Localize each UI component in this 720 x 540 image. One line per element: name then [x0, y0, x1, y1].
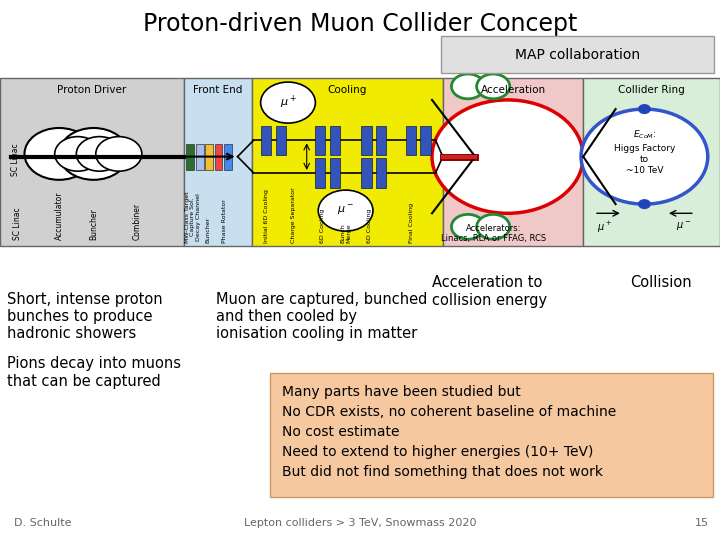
Bar: [330, 158, 340, 188]
Text: Acceleration to
collision energy: Acceleration to collision energy: [432, 275, 547, 308]
Circle shape: [24, 128, 94, 180]
Text: Muon are captured, bunched
and then cooled by
ionisation cooling in matter: Muon are captured, bunched and then cool…: [216, 292, 428, 341]
Text: Accelerators:
Linacs, RLA or FFAG, RCS: Accelerators: Linacs, RLA or FFAG, RCS: [441, 224, 546, 243]
Bar: [276, 125, 286, 156]
Bar: [406, 125, 416, 156]
Text: 15: 15: [696, 518, 709, 528]
Text: Proton-driven Muon Collider Concept: Proton-driven Muon Collider Concept: [143, 12, 577, 36]
Bar: [215, 144, 222, 170]
Circle shape: [96, 137, 142, 171]
Bar: [224, 144, 232, 170]
Text: Front End: Front End: [193, 85, 243, 95]
FancyBboxPatch shape: [441, 36, 714, 73]
Text: MAP collaboration: MAP collaboration: [515, 48, 640, 62]
Bar: [376, 125, 386, 156]
Bar: [186, 144, 194, 170]
Text: Combiner: Combiner: [132, 203, 141, 240]
Text: Short, intense proton
bunches to produce
hadronic showers: Short, intense proton bunches to produce…: [7, 292, 163, 341]
Bar: [196, 144, 204, 170]
Text: Phase Rotator: Phase Rotator: [222, 199, 227, 243]
Circle shape: [639, 105, 650, 113]
FancyBboxPatch shape: [270, 373, 713, 497]
Bar: [0, 78, 184, 246]
Circle shape: [451, 214, 485, 239]
Text: Acceleration: Acceleration: [480, 85, 546, 95]
Text: Cooling: Cooling: [328, 85, 367, 95]
Text: 6D Cooling: 6D Cooling: [367, 208, 372, 243]
Text: Proton Driver: Proton Driver: [57, 85, 127, 95]
Text: Bunch
Merge: Bunch Merge: [340, 223, 351, 243]
Text: D. Schulte: D. Schulte: [14, 518, 72, 528]
Text: Pions decay into muons
that can be captured: Pions decay into muons that can be captu…: [7, 356, 181, 389]
Bar: [420, 125, 431, 156]
Text: $\mu^+$: $\mu^+$: [598, 220, 612, 235]
Bar: [376, 158, 386, 188]
Bar: [261, 125, 271, 156]
Text: Lepton colliders > 3 TeV, Snowmass 2020: Lepton colliders > 3 TeV, Snowmass 2020: [244, 518, 476, 528]
Circle shape: [318, 190, 373, 231]
Circle shape: [76, 137, 122, 171]
Text: SC Linac: SC Linac: [14, 208, 22, 240]
Circle shape: [432, 100, 583, 213]
Circle shape: [581, 109, 708, 204]
Circle shape: [451, 74, 485, 99]
Text: $\mu^-$: $\mu^-$: [676, 220, 692, 233]
Bar: [361, 158, 372, 188]
Text: Many parts have been studied but
No CDR exists, no coherent baseline of machine
: Many parts have been studied but No CDR …: [282, 385, 616, 479]
Circle shape: [477, 74, 510, 99]
Text: 6D Cooling: 6D Cooling: [320, 208, 325, 243]
Circle shape: [55, 137, 101, 171]
Bar: [443, 78, 583, 246]
Text: Accumulator: Accumulator: [55, 192, 63, 240]
Bar: [315, 125, 325, 156]
Bar: [184, 78, 252, 246]
Text: Charge Separator: Charge Separator: [292, 187, 296, 243]
Text: SC Linac: SC Linac: [12, 143, 20, 176]
Text: $\mu^+$: $\mu^+$: [279, 94, 297, 111]
Bar: [315, 158, 325, 188]
Text: $\mu^-$: $\mu^-$: [337, 204, 354, 217]
Circle shape: [261, 82, 315, 123]
Text: Buncher: Buncher: [206, 217, 210, 243]
Bar: [205, 144, 213, 170]
Circle shape: [477, 214, 510, 239]
Text: Buncher: Buncher: [89, 208, 98, 240]
Text: $E_{CoM}$:: $E_{CoM}$:: [633, 129, 656, 141]
Bar: [252, 78, 443, 246]
Text: Collision: Collision: [630, 275, 692, 291]
Text: Higgs Factory
to
~10 TeV: Higgs Factory to ~10 TeV: [613, 144, 675, 175]
Bar: [361, 125, 372, 156]
Circle shape: [59, 128, 128, 180]
Text: MW-Class Target
Capture Sol.
Decay Channel: MW-Class Target Capture Sol. Decay Chann…: [184, 191, 202, 243]
Circle shape: [639, 200, 650, 208]
Bar: [583, 78, 720, 246]
Text: Final Cooling: Final Cooling: [410, 203, 414, 243]
Bar: [330, 125, 340, 156]
Text: Initial 6D Cooling: Initial 6D Cooling: [264, 189, 269, 243]
Text: Collider Ring: Collider Ring: [618, 85, 685, 95]
